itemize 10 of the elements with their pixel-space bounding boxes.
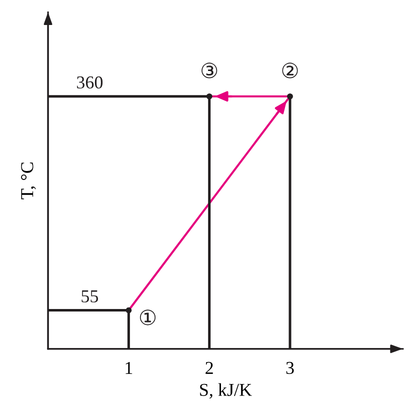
x-tick-label: 1 bbox=[126, 362, 132, 374]
annotation: ③ bbox=[202, 62, 218, 78]
x-tick-label: 3 bbox=[286, 362, 294, 374]
y-axis-title: T, °C bbox=[21, 162, 36, 200]
annotation: ② bbox=[282, 62, 298, 78]
annotation: ① bbox=[140, 310, 156, 326]
data-label: 55 bbox=[82, 290, 98, 302]
data-label: 360 bbox=[77, 76, 103, 89]
x-tick-label: 2 bbox=[206, 362, 213, 374]
x-axis-title: S, kJ/K bbox=[200, 383, 252, 399]
